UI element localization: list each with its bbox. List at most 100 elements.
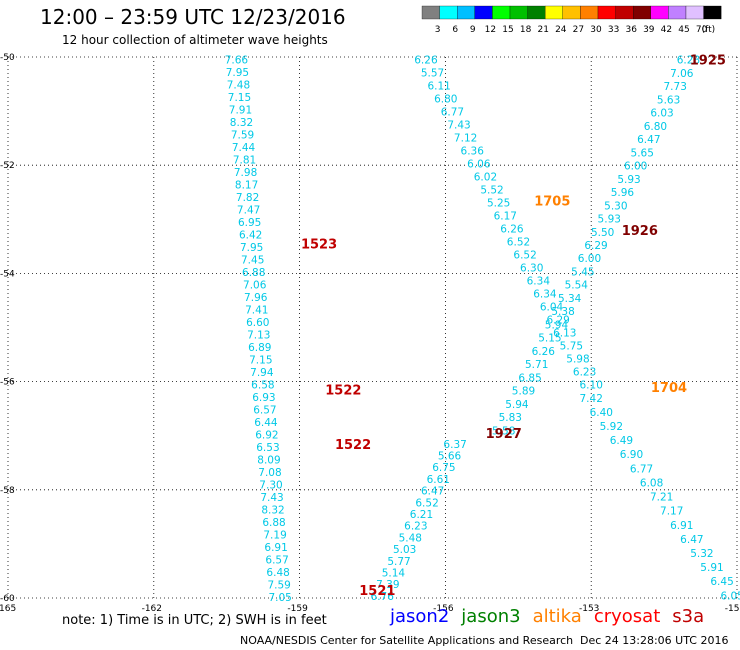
y-tick-label: -60 [0,594,15,604]
y-tick-label: -56 [0,378,15,388]
wave-height-value: 7.98 [234,167,257,179]
wave-height-value: 7.95 [226,67,249,79]
footnote: note: 1) Time is in UTC; 2) SWH is in fe… [62,613,327,628]
wave-height-value: 5.75 [560,340,583,352]
wave-height-value: 5.91 [700,562,723,574]
x-tick-label: -150 [725,604,740,614]
wave-height-value: 6.93 [252,392,275,404]
wave-height-value: 6.26 [532,346,556,358]
wave-height-value: 6.48 [266,567,289,579]
x-tick-label: -153 [579,604,599,614]
wave-height-value: 6.80 [434,94,457,106]
wave-height-value: 7.47 [237,205,260,217]
mission-legend-item: jason3 [461,606,521,627]
wave-height-value: 6.02 [474,172,497,184]
wave-height-value: 7.39 [376,579,399,591]
wave-height-value: 6.49 [610,435,633,447]
wave-height-value: 5.98 [566,353,589,365]
wave-height-value: 7.08 [258,467,281,479]
wave-height-value: 6.60 [246,317,269,329]
wave-height-value: 6.00 [578,253,601,265]
page-subtitle: 12 hour collection of altimeter wave hei… [62,33,328,47]
x-tick-label: -156 [433,604,454,614]
pass-time-label: 1522 [335,438,371,453]
wave-height-value: 7.43 [447,120,470,132]
wave-height-value: 7.48 [227,80,250,92]
wave-height-value: 5.32 [690,548,713,560]
wave-height-value: 5.71 [525,359,548,371]
wave-height-value: 6.10 [580,379,603,391]
colorbar-tick-label: 3 [435,25,441,35]
wave-height-value: 5.34 [558,293,582,305]
wave-height-value: 6.29 [584,240,607,252]
wave-height-value: 5.66 [438,451,462,463]
wave-height-value: 6.52 [415,497,438,509]
wave-height-value: 6.06 [467,159,491,171]
wave-height-value: 6.88 [242,267,265,279]
wave-height-value: 6.34 [527,275,551,287]
colorbar-tick-label: 6 [452,25,458,35]
wave-height-value: 6.29 [546,314,569,326]
wave-height-value: 7.21 [650,492,673,504]
wave-height-value: 7.17 [660,506,683,518]
colorbar-tick-label: 30 [590,25,602,35]
wave-height-value: 7.06 [243,280,267,292]
pass-time-label: 1522 [325,384,361,399]
wave-height-value: 6.52 [507,236,530,248]
page-title: 12:00 – 23:59 UTC 12/23/2016 [40,5,346,29]
wave-height-value: 7.59 [267,579,290,591]
colorbar-tick-label: 24 [555,25,567,35]
wave-height-value: 6.26 [500,223,524,235]
wave-height-value: 6.13 [553,327,576,339]
colorbar-tick-label: 18 [520,25,532,35]
wave-height-value: 6.44 [254,417,278,429]
wave-height-value: 6.11 [427,81,450,93]
wave-height-value: 7.05 [268,592,291,604]
wave-height-value: 5.83 [499,412,522,424]
pass-time-label: 1925 [690,54,726,69]
colorbar-tick-label: 36 [625,25,637,35]
wave-height-value: 6.17 [494,211,517,223]
wave-height-value: 6.91 [264,542,287,554]
wave-height-value: 6.40 [590,407,613,419]
colorbar-tick-label: 45 [678,25,689,35]
wave-height-value: 6.91 [670,520,693,532]
wave-height-value: 6.26 [414,55,438,67]
y-tick-label: -54 [0,269,15,279]
wave-height-value: 6.89 [248,342,271,354]
wave-height-value: 6.57 [253,405,276,417]
colorbar-unit-label: (ft) [702,25,716,35]
wave-height-value: 5.50 [591,227,614,239]
wave-height-value: 5.96 [611,187,635,199]
wave-height-value: 7.82 [236,192,259,204]
wave-height-value: 6.75 [432,462,455,474]
wave-height-value: 5.54 [565,280,589,292]
wave-height-value: 6.77 [441,107,464,119]
wave-height-value: 5.25 [487,198,510,210]
x-tick-label: -165 [0,604,16,614]
wave-height-value: 7.94 [250,367,274,379]
wave-height-value: 5.57 [421,68,444,80]
wave-height-value: 6.00 [624,161,647,173]
wave-height-value: 7.44 [232,142,256,154]
wave-height-value: 7.30 [259,479,282,491]
wave-height-value: 6.92 [255,430,278,442]
mission-legend-item: jason2 [390,606,450,627]
colorbar-tick-label: 33 [608,25,619,35]
wave-height-value: 5.48 [399,532,422,544]
wave-height-value: 5.45 [571,266,594,278]
wave-height-value: 7.45 [241,255,264,267]
wave-height-value: 7.41 [245,305,268,317]
wave-height-value: 6.52 [513,249,536,261]
wave-height-value: 6.36 [461,146,485,158]
wave-height-value: 8.09 [257,454,280,466]
colorbar-tick-label: 42 [661,25,672,35]
generated-timestamp: Dec 24 13:28:06 UTC 2016 [580,634,729,647]
wave-height-value: 7.59 [231,130,254,142]
wave-height-value: 6.28 [677,55,700,67]
wave-height-value: 6.58 [251,380,274,392]
wave-height-value: 6.23 [404,521,427,533]
wave-height-value: 5.38 [551,306,574,318]
wave-height-value: 7.06 [670,68,694,80]
